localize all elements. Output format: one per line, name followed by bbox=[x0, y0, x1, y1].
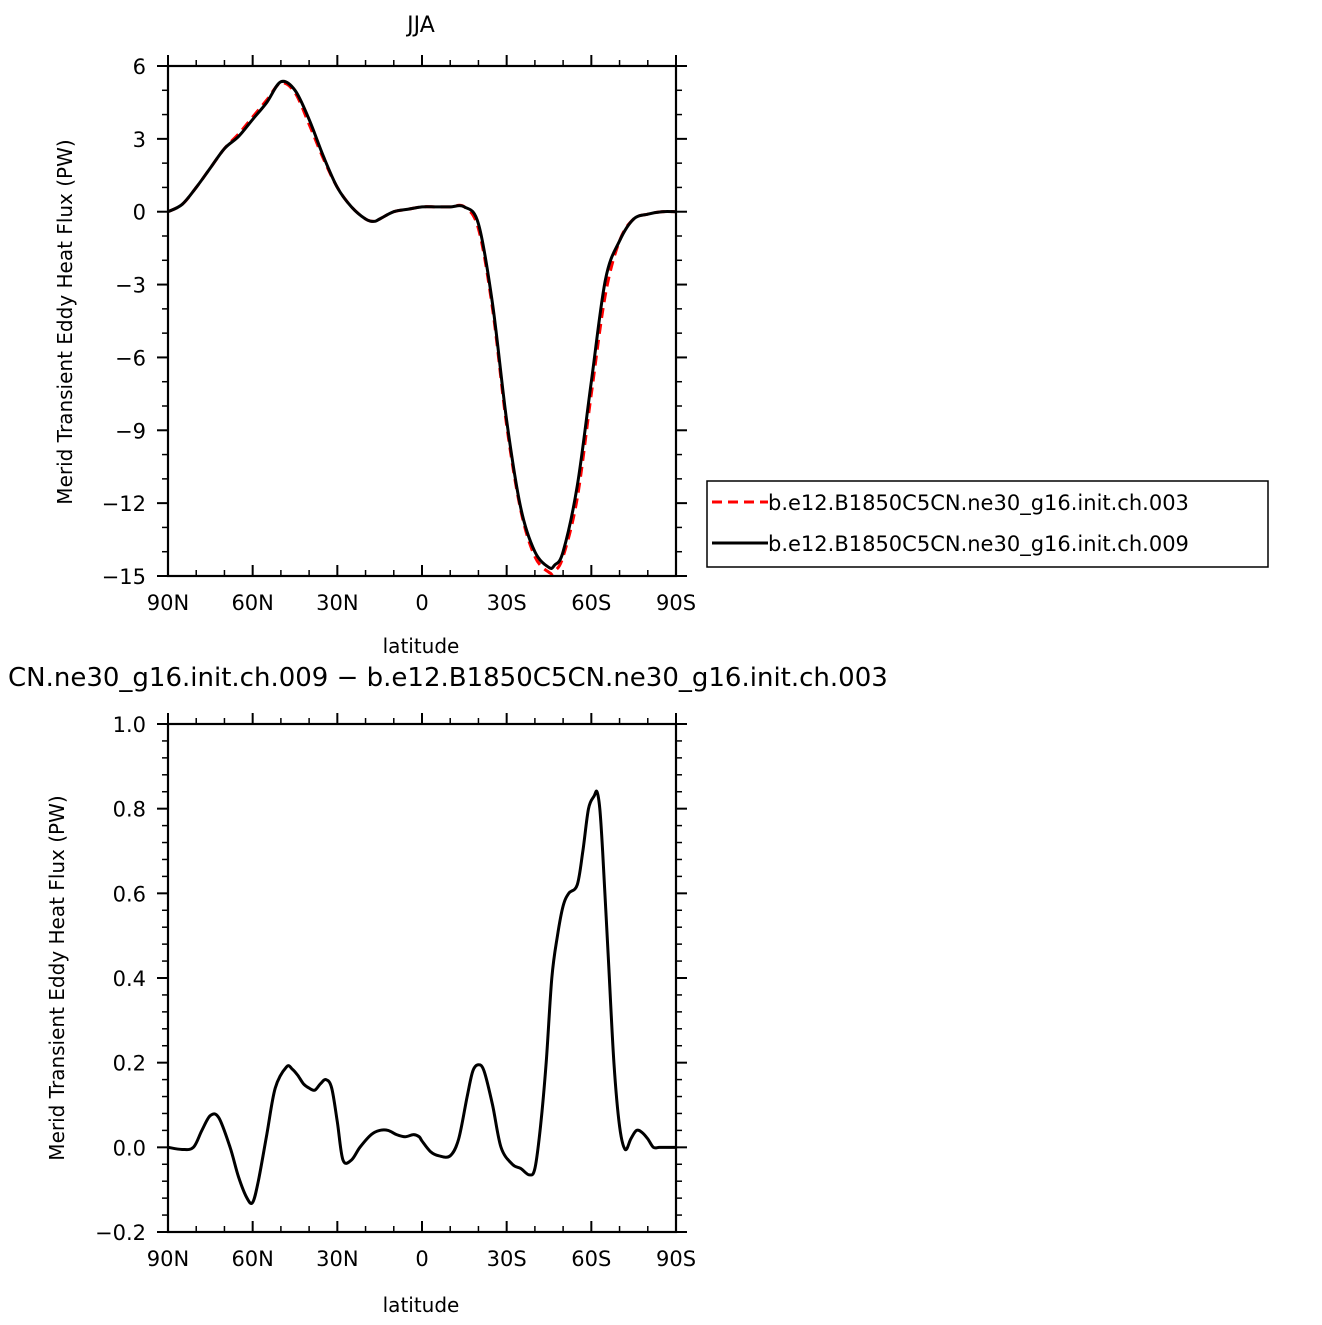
x-tick-label: 0 bbox=[415, 1247, 428, 1271]
y-tick-label: 0.6 bbox=[113, 882, 146, 906]
y-tick-label: −0.2 bbox=[95, 1221, 146, 1245]
bottom-panel-ticks: 90N 60N 30N 0 30S 60S 90S 1.0 0.8 0.6 0.4 0.2 0.0 −0.… bbox=[95, 713, 696, 1271]
bottom-panel-ylabel: Merid Transient Eddy Heat Flux (PW) bbox=[45, 795, 69, 1160]
y-tick-label: −15 bbox=[102, 565, 146, 589]
series-line-1 bbox=[167, 81, 677, 576]
legend-label-009: b.e12.B1850C5CN.ne30_g16.init.ch.009 bbox=[768, 532, 1189, 557]
bottom-panel-title: CN.ne30_g16.init.ch.009 − b.e12.B1850C5C… bbox=[8, 663, 888, 693]
bottom-panel-xlabel: latitude bbox=[383, 1293, 460, 1317]
y-tick-label: 6 bbox=[133, 55, 146, 79]
series-line-1 bbox=[167, 789, 676, 1205]
x-tick-label: 30S bbox=[487, 591, 527, 615]
x-tick-label: 90S bbox=[656, 1247, 696, 1271]
x-tick-label: 90N bbox=[147, 591, 189, 615]
x-tick-label: 60S bbox=[571, 1247, 611, 1271]
y-tick-label: 0.8 bbox=[113, 798, 146, 822]
x-tick-label: 90N bbox=[147, 1247, 189, 1271]
top-panel-series-lines bbox=[167, 79, 677, 576]
y-tick-label: 0.4 bbox=[113, 967, 146, 991]
y-tick-label: 0.2 bbox=[113, 1052, 146, 1076]
y-tick-label: −12 bbox=[102, 492, 146, 516]
legend-box bbox=[706, 480, 1269, 568]
x-tick-label: 60N bbox=[231, 591, 273, 615]
x-tick-label: 60S bbox=[571, 591, 611, 615]
bottom-panel: CN.ne30_g16.init.ch.009 − b.e12.B1850C5C… bbox=[8, 663, 888, 1317]
x-tick-label: 60N bbox=[231, 1247, 273, 1271]
y-tick-label: −6 bbox=[115, 346, 146, 370]
y-tick-label: −3 bbox=[115, 274, 146, 298]
y-tick-label: 1.0 bbox=[113, 713, 146, 737]
y-tick-label: −9 bbox=[115, 419, 146, 443]
top-panel-title: JJA bbox=[405, 13, 435, 38]
legend: b.e12.B1850C5CN.ne30_g16.init.ch.003 b.e… bbox=[706, 480, 1269, 568]
legend-label-003: b.e12.B1850C5CN.ne30_g16.init.ch.003 bbox=[768, 491, 1189, 516]
y-tick-label: 0 bbox=[133, 201, 146, 225]
x-tick-label: 90S bbox=[656, 591, 696, 615]
top-panel-xlabel: latitude bbox=[383, 634, 460, 658]
x-tick-label: 30N bbox=[316, 591, 358, 615]
top-panel-ylabel: Merid Transient Eddy Heat Flux (PW) bbox=[53, 139, 77, 504]
y-tick-label: 0.0 bbox=[113, 1136, 146, 1160]
top-panel: JJA 90N 60N 30N 0 30S 60S 90S 6 3 0 −3 −6 −9 −12 −15 l… bbox=[53, 13, 1269, 658]
x-tick-label: 30S bbox=[487, 1247, 527, 1271]
y-tick-label: 3 bbox=[133, 128, 146, 152]
bottom-panel-series-lines bbox=[167, 789, 676, 1205]
top-panel-ticks: 90N 60N 30N 0 30S 60S 90S 6 3 0 −3 −6 −9 −12 −15 bbox=[102, 55, 696, 615]
x-tick-label: 0 bbox=[415, 591, 428, 615]
series-line-2 bbox=[167, 79, 677, 570]
x-tick-label: 30N bbox=[316, 1247, 358, 1271]
